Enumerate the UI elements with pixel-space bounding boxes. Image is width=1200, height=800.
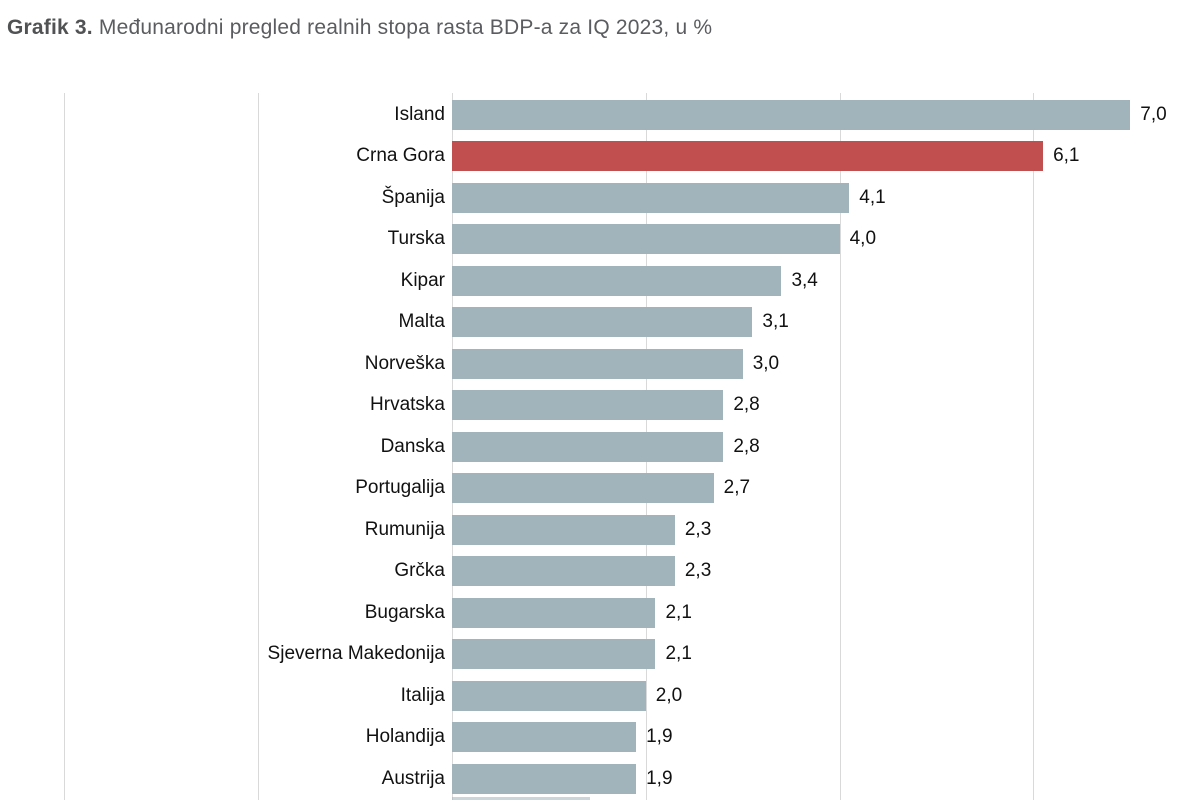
- value-label: 3,1: [762, 311, 789, 333]
- category-label: Italija: [400, 684, 445, 706]
- value-label: 1,9: [646, 767, 673, 789]
- chart-title: Grafik 3. Međunarodni pregled realnih st…: [7, 16, 712, 40]
- bar: [452, 348, 743, 379]
- bar-row: Austrija 1,9: [0, 758, 1200, 800]
- bar: [452, 722, 637, 753]
- bar-row: Norveška 3,0: [0, 343, 1200, 385]
- category-label: Španija: [381, 186, 445, 208]
- partial-next-bar-clipped: [452, 797, 590, 800]
- category-label: Island: [394, 103, 445, 125]
- category-label: Malta: [398, 311, 445, 333]
- chart-title-prefix: Grafik 3.: [7, 16, 93, 39]
- chart-title-text: Međunarodni pregled realnih stopa rasta …: [92, 16, 713, 39]
- bar-row: Sjeverna Makedonija 2,1: [0, 634, 1200, 676]
- bar: [452, 307, 753, 338]
- bar-row: Turska 4,0: [0, 219, 1200, 261]
- category-label: Grčka: [394, 560, 445, 582]
- value-label: 2,0: [655, 684, 683, 706]
- value-label: 2,3: [684, 560, 712, 582]
- plot-area: Island 7,0 Crna Gora 6,1 Španija 4,1 Turska 4,0…: [0, 93, 1200, 800]
- bar: [452, 680, 646, 711]
- bar-highlighted: [452, 141, 1044, 172]
- category-label: Holandija: [365, 726, 445, 748]
- bar: [452, 99, 1131, 130]
- bar: [452, 182, 850, 213]
- gridline-x-4: [839, 93, 841, 800]
- category-label: Bugarska: [364, 601, 445, 623]
- value-label: 4,0: [849, 228, 877, 250]
- bar-row: Kipar 3,4: [0, 260, 1200, 302]
- category-label: Hrvatska: [370, 394, 445, 416]
- category-label: Portugalija: [355, 477, 445, 499]
- value-label: 2,3: [684, 518, 712, 540]
- bar-row: Hrvatska 2,8: [0, 385, 1200, 427]
- category-label: Norveška: [364, 352, 445, 374]
- bar-row: Italija 2,0: [0, 675, 1200, 717]
- bar-row: Bugarska 2,1: [0, 592, 1200, 634]
- gridline-x--2: [258, 93, 260, 800]
- value-label: 2,8: [733, 435, 760, 457]
- bar: [452, 431, 724, 462]
- bar: [452, 514, 675, 545]
- gridline-x-6: [1033, 93, 1035, 800]
- value-label: 6,1: [1053, 145, 1080, 167]
- bar-row: Grčka 2,3: [0, 551, 1200, 593]
- bar-row: Holandija 1,9: [0, 717, 1200, 759]
- value-label: 2,8: [733, 394, 760, 416]
- category-label: Rumunija: [364, 518, 445, 540]
- category-label: Turska: [387, 228, 445, 250]
- bar: [452, 390, 724, 421]
- bar-row: Rumunija 2,3: [0, 509, 1200, 551]
- value-label: 2,7: [723, 477, 751, 499]
- bar-rows: Island 7,0 Crna Gora 6,1 Španija 4,1 Turska 4,0…: [0, 94, 1200, 800]
- bar: [452, 556, 675, 587]
- value-label: 7,0: [1140, 103, 1167, 125]
- value-label: 3,4: [791, 269, 818, 291]
- bar-row: Španija 4,1: [0, 177, 1200, 219]
- bar: [452, 763, 637, 794]
- bar-row: Crna Gora 6,1: [0, 136, 1200, 178]
- bar: [452, 224, 840, 255]
- bar: [452, 265, 782, 296]
- bar: [452, 639, 656, 670]
- gridline-x--4: [64, 93, 66, 800]
- bar: [452, 597, 656, 628]
- value-label: 4,1: [859, 186, 886, 208]
- bar-row: Malta 3,1: [0, 302, 1200, 344]
- bar-row: Island 7,0: [0, 94, 1200, 136]
- value-label: 2,1: [665, 643, 692, 665]
- value-label: 1,9: [646, 726, 673, 748]
- bar: [452, 473, 714, 504]
- bar-row: Portugalija 2,7: [0, 468, 1200, 510]
- bar-row: Danska 2,8: [0, 426, 1200, 468]
- category-label: Austrija: [381, 767, 445, 789]
- category-label: Danska: [380, 435, 445, 457]
- category-label: Kipar: [400, 269, 445, 291]
- value-label: 2,1: [665, 601, 692, 623]
- value-label: 3,0: [752, 352, 780, 374]
- category-label: Crna Gora: [356, 145, 445, 167]
- category-label: Sjeverna Makedonija: [267, 643, 445, 665]
